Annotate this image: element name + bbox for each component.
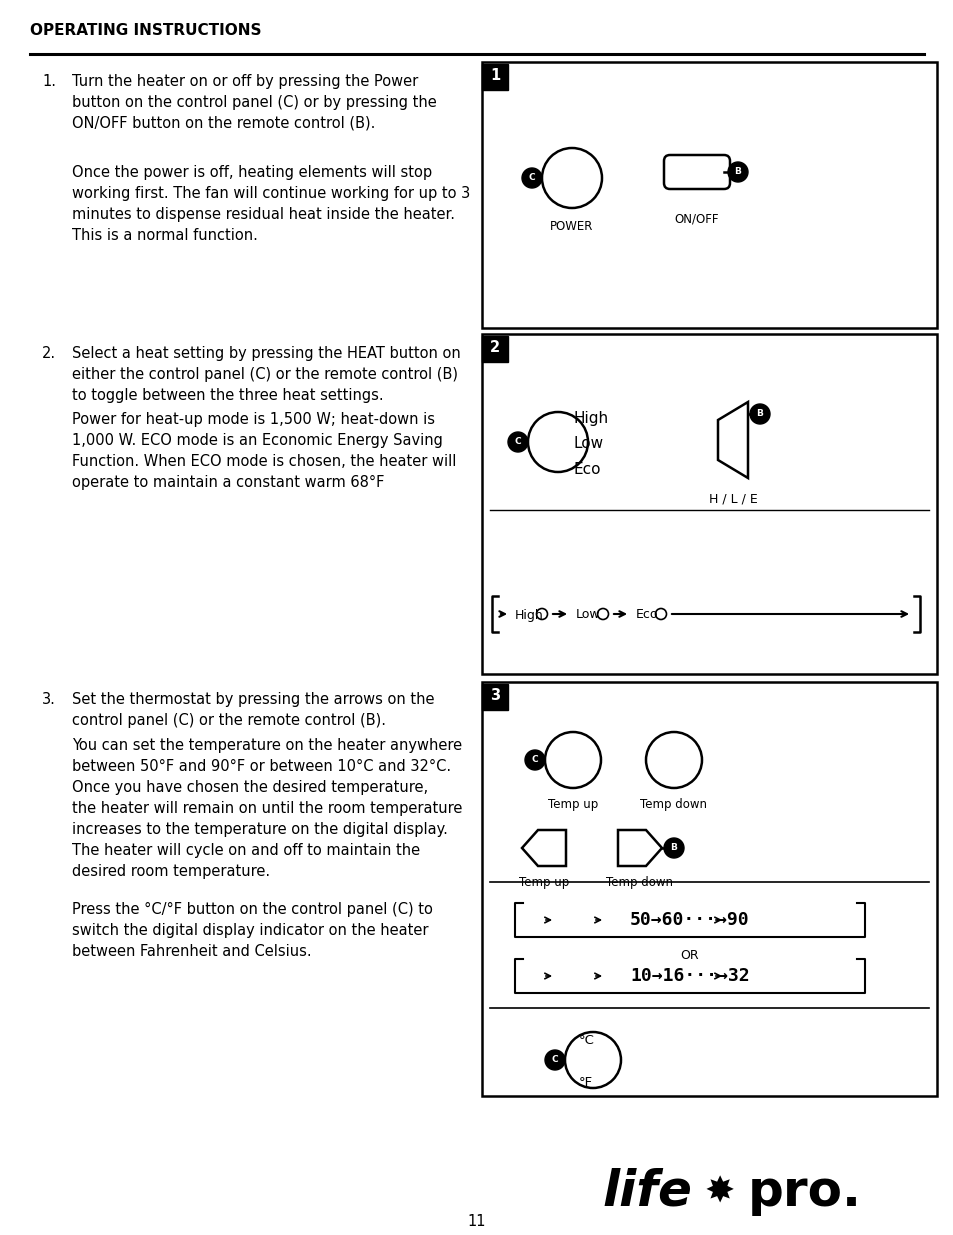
Text: 1: 1 bbox=[489, 68, 499, 84]
Text: OPERATING INSTRUCTIONS: OPERATING INSTRUCTIONS bbox=[30, 23, 261, 38]
Text: OR: OR bbox=[680, 948, 699, 962]
Text: Set the thermostat by pressing the arrows on the
control panel (C) or the remote: Set the thermostat by pressing the arrow… bbox=[71, 692, 434, 727]
Circle shape bbox=[727, 162, 747, 182]
Text: High: High bbox=[574, 410, 608, 426]
Text: You can set the temperature on the heater anywhere
between 50°F and 90°F or betw: You can set the temperature on the heate… bbox=[71, 739, 462, 879]
Text: Temp up: Temp up bbox=[547, 798, 598, 811]
Text: Turn the heater on or off by pressing the Power
button on the control panel (C) : Turn the heater on or off by pressing th… bbox=[71, 74, 436, 131]
Text: Select a heat setting by pressing the HEAT button on
either the control panel (C: Select a heat setting by pressing the HE… bbox=[71, 346, 460, 403]
Text: C: C bbox=[515, 437, 520, 447]
Text: Low: Low bbox=[576, 609, 600, 621]
Text: Temp down: Temp down bbox=[606, 876, 673, 889]
Text: life: life bbox=[601, 1168, 691, 1216]
Text: °F: °F bbox=[578, 1076, 593, 1088]
Text: H / L / E: H / L / E bbox=[708, 492, 757, 505]
Circle shape bbox=[524, 750, 544, 769]
Text: C: C bbox=[531, 756, 537, 764]
Text: °C: °C bbox=[578, 1034, 595, 1046]
Text: 10→16···→32: 10→16···→32 bbox=[630, 967, 749, 986]
Text: 3: 3 bbox=[490, 688, 499, 704]
Text: 11: 11 bbox=[467, 1214, 486, 1230]
Text: Power for heat-up mode is 1,500 W; heat-down is
1,000 W. ECO mode is an Economic: Power for heat-up mode is 1,500 W; heat-… bbox=[71, 412, 456, 490]
Text: B: B bbox=[734, 168, 740, 177]
Bar bbox=[481, 684, 507, 710]
Text: Press the °C/°F button on the control panel (C) to
switch the digital display in: Press the °C/°F button on the control pa… bbox=[71, 902, 433, 960]
Bar bbox=[481, 336, 507, 362]
Text: POWER: POWER bbox=[550, 220, 593, 233]
Text: Temp up: Temp up bbox=[518, 876, 569, 889]
Circle shape bbox=[544, 1050, 564, 1070]
Text: Once the power is off, heating elements will stop
working first. The fan will co: Once the power is off, heating elements … bbox=[71, 165, 470, 243]
Text: Low: Low bbox=[574, 436, 603, 452]
Text: pro.: pro. bbox=[747, 1168, 862, 1216]
Text: ✸: ✸ bbox=[704, 1174, 735, 1209]
Text: B: B bbox=[756, 410, 762, 419]
Text: ON/OFF: ON/OFF bbox=[674, 212, 719, 225]
FancyBboxPatch shape bbox=[663, 156, 729, 189]
Text: 3.: 3. bbox=[42, 692, 56, 706]
Text: 2.: 2. bbox=[42, 346, 56, 361]
Bar bbox=[481, 333, 936, 674]
Text: C: C bbox=[551, 1056, 558, 1065]
Bar bbox=[481, 682, 936, 1095]
Circle shape bbox=[749, 404, 769, 424]
Text: 50→60···→90: 50→60···→90 bbox=[630, 911, 749, 929]
Text: High: High bbox=[515, 609, 543, 621]
Bar bbox=[481, 64, 507, 90]
Text: C: C bbox=[528, 173, 535, 183]
Circle shape bbox=[507, 432, 527, 452]
Text: 2: 2 bbox=[490, 341, 499, 356]
Text: 1.: 1. bbox=[42, 74, 56, 89]
Bar bbox=[481, 62, 936, 329]
Text: Eco: Eco bbox=[636, 609, 658, 621]
Circle shape bbox=[521, 168, 541, 188]
Circle shape bbox=[663, 839, 683, 858]
Text: Eco: Eco bbox=[574, 462, 601, 478]
Text: Temp down: Temp down bbox=[639, 798, 707, 811]
Text: B: B bbox=[670, 844, 677, 852]
